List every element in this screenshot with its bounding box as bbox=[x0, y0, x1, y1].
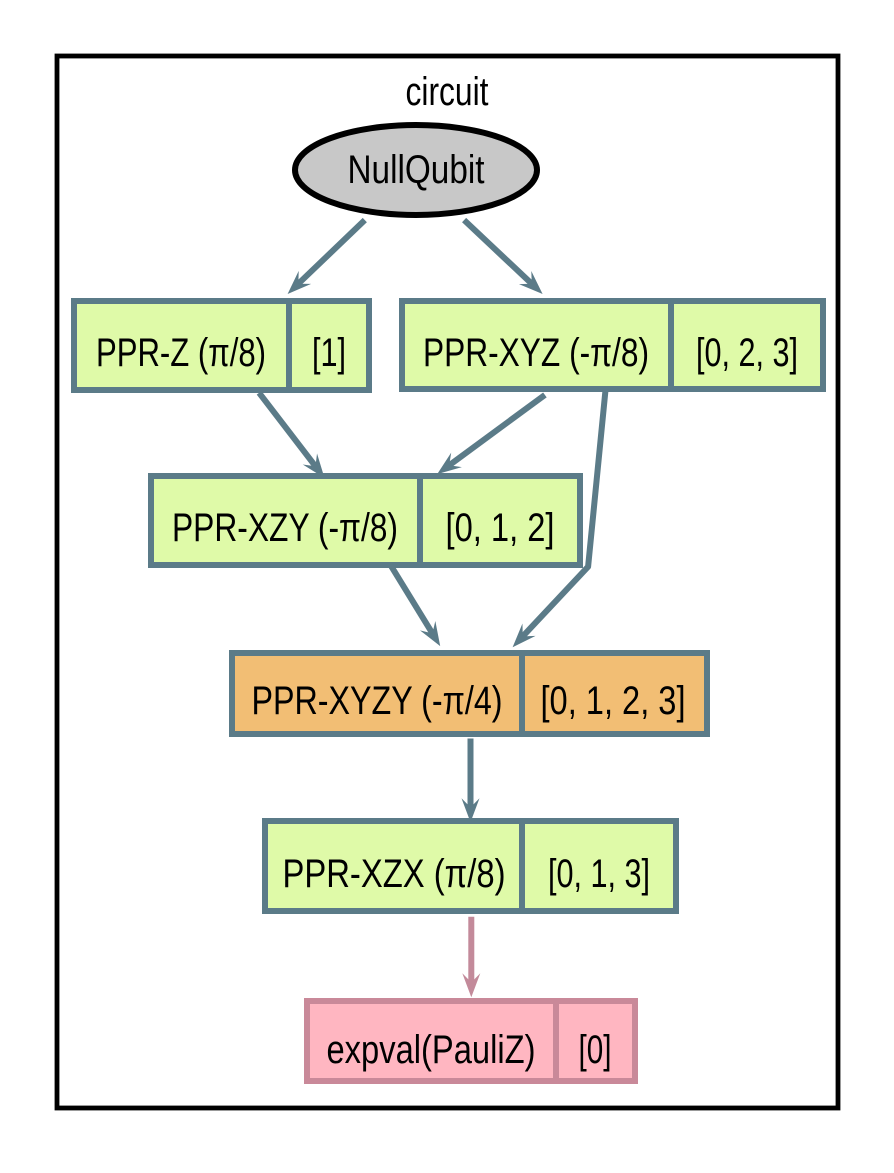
svg-text:NullQubit: NullQubit bbox=[348, 148, 485, 192]
svg-text:PPR-XYZY (-π/4): PPR-XYZY (-π/4) bbox=[252, 679, 503, 723]
svg-text:PPR-XZX (π/8): PPR-XZX (π/8) bbox=[283, 852, 506, 896]
svg-text:[0]: [0] bbox=[579, 1028, 612, 1072]
svg-text:[0, 1, 3]: [0, 1, 3] bbox=[548, 852, 650, 896]
svg-text:[0, 1, 2, 3]: [0, 1, 2, 3] bbox=[541, 679, 686, 723]
svg-text:PPR-Z (π/8): PPR-Z (π/8) bbox=[96, 331, 266, 375]
svg-text:[0, 2, 3]: [0, 2, 3] bbox=[696, 331, 798, 375]
svg-text:[1]: [1] bbox=[312, 331, 346, 375]
svg-text:PPR-XYZ (-π/8): PPR-XYZ (-π/8) bbox=[423, 331, 649, 375]
svg-text:[0, 1, 2]: [0, 1, 2] bbox=[446, 506, 555, 550]
svg-text:PPR-XZY (-π/8): PPR-XZY (-π/8) bbox=[172, 506, 398, 550]
svg-text:circuit: circuit bbox=[406, 70, 489, 114]
svg-text:expval(PauliZ): expval(PauliZ) bbox=[327, 1028, 536, 1072]
